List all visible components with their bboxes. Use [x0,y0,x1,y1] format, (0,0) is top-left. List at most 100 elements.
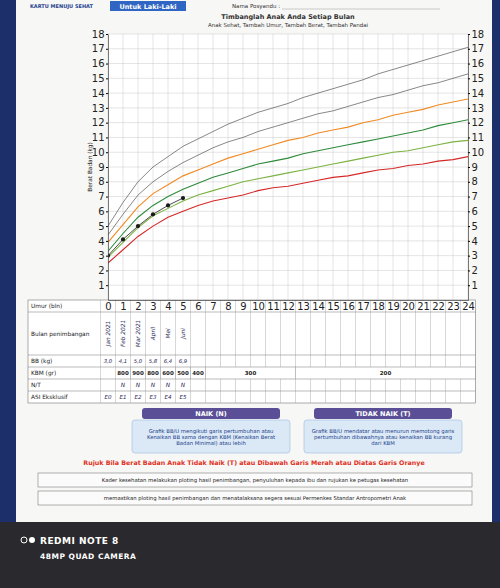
x-tick-label: 0 [105,301,111,312]
table-column-line [190,367,191,379]
table-column-line [295,367,296,379]
table-column-line [175,300,176,312]
x-tick: 9 [240,300,246,312]
x-tick: 0 [105,300,111,312]
table-column-line [415,312,416,355]
table-column-line [175,379,176,391]
y-right-tick-label: 2 [472,265,478,276]
y-right-tick: 4 [468,236,478,247]
grid-line-y [108,255,468,256]
table-column-line [460,379,461,391]
y-left-tick-label: 11 [92,132,105,143]
y-right-tick-mark [468,182,470,183]
table-column-line [415,300,416,312]
x-tick-label: 15 [327,301,340,312]
table-column-line [370,355,371,367]
axis-line [108,35,109,301]
table-column-line [310,391,311,403]
table-column-line [130,355,131,367]
table-column-line [175,312,176,355]
table-column-line [115,379,116,391]
asi-status: E3 [150,394,157,400]
y-left-tick-label: 9 [98,162,104,173]
y-left-tick-label: 14 [92,88,105,99]
y-right-tick-label: 17 [472,43,485,54]
y-left-tick-mark [106,241,108,242]
y-left-tick-mark [106,137,108,138]
plot-background [108,34,468,300]
table-column-line [190,312,191,355]
table-column-line [190,379,191,391]
axis-line [468,35,469,301]
y-right-tick-mark [468,241,470,242]
kbm-value: 900 [132,370,144,376]
y-left-tick-mark [106,34,108,35]
table-column-line [160,391,161,403]
growth-status: N [136,382,141,388]
table-column-line [445,312,446,355]
kbm-value: 400 [192,370,204,376]
y-right-tick-label: 14 [472,88,485,99]
table-column-line [400,379,401,391]
x-tick: 23 [447,300,460,312]
y-right-tick-label: 1 [472,280,478,291]
table-column-line [235,379,236,391]
table-column-line [265,379,266,391]
status-title-bar [142,408,280,419]
table-column-line [130,379,131,391]
table-column-line [295,312,296,355]
y-right-tick: 3 [468,250,478,261]
footer-box [38,491,472,505]
x-tick-label: 13 [297,301,310,312]
y-right-tick-mark [468,211,470,212]
table-column-line [415,355,416,367]
table-column-line [115,367,116,379]
table-column-line [235,355,236,367]
table-column-line [325,312,326,355]
table-column-line [430,300,431,312]
table-column-line [385,379,386,391]
table-column-line [190,391,191,403]
y-right-tick-mark [468,226,470,227]
x-tick-label: 8 [225,301,231,312]
y-left-axis: 123456789101112131415161718 [92,29,109,301]
table-column-line [115,355,116,367]
table-column-line [295,391,296,403]
row-label: Bulan penimbangan [31,331,90,338]
y-left-tick-mark [106,197,108,198]
table-column-line [190,355,191,367]
table-column-line [145,367,146,379]
reference-curve [108,157,468,263]
table-column-line [385,391,386,403]
kbm-value: 500 [177,370,189,376]
table-column-line [250,379,251,391]
table-column-line [295,367,296,379]
table-column-line [220,300,221,312]
table-column-line [100,391,101,403]
y-left-tick-label: 7 [98,191,104,202]
x-tick: 17 [357,300,370,312]
table-column-line [130,367,131,379]
grid [108,34,468,300]
table-column-line [400,300,401,312]
x-tick-label: 4 [165,301,171,312]
y-right-tick: 2 [468,265,478,276]
table-column-line [430,379,431,391]
y-right-tick: 18 [468,29,484,40]
table-column-line [235,391,236,403]
dark-ground [0,522,500,588]
y-right-tick-label: 7 [472,191,478,202]
grid-line-y [108,285,468,286]
y-left-tick-label: 10 [92,147,105,158]
table-column-line [130,367,131,379]
weight-value: 5,0 [134,358,143,364]
weighing-month: Juni [180,328,187,340]
table-column-line [235,312,236,355]
table-column-line [190,367,191,379]
x-tick-label: 21 [417,301,430,312]
table-column-line [325,379,326,391]
table-column-line [205,379,206,391]
table-column-line [205,312,206,355]
x-tick-label: 18 [372,301,385,312]
y-left-tick-label: 16 [92,58,105,69]
